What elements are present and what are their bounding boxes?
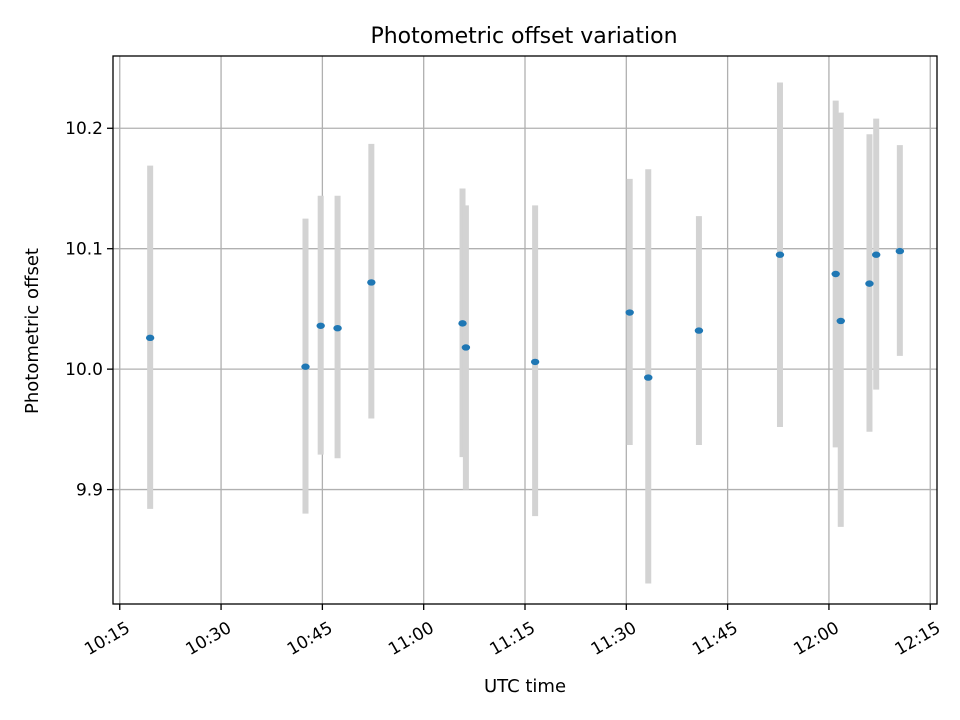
y-axis-label: Photometric offset <box>22 248 43 414</box>
x-tick-label: 10:30 <box>183 618 235 660</box>
data-point <box>530 358 540 366</box>
data-points <box>145 247 905 381</box>
x-tick-label: 11:30 <box>588 618 640 660</box>
data-point <box>333 324 342 332</box>
x-tick-label: 10:45 <box>284 618 336 660</box>
data-point <box>625 309 634 316</box>
x-axis-label: UTC time <box>484 676 566 697</box>
x-tick-label: 11:00 <box>385 618 437 660</box>
data-point <box>461 344 471 351</box>
data-point <box>367 279 376 286</box>
x-tick-label: 12:15 <box>892 618 944 660</box>
data-point <box>458 320 467 327</box>
y-tick-label: 9.9 <box>76 481 103 501</box>
data-point <box>775 251 785 258</box>
x-axis-ticks: 10:15 10:30 10:45 11:00 11:15 11:30 11:45 12:00… <box>81 604 944 660</box>
y-axis-ticks: 9.9 10.0 10.1 10.2 <box>65 119 113 501</box>
x-tick-label: 10:15 <box>81 618 133 660</box>
y-tick-label: 10.1 <box>65 240 103 260</box>
x-tick-label: 11:15 <box>486 618 538 660</box>
data-point <box>831 270 840 278</box>
data-point <box>836 317 845 325</box>
data-point <box>316 322 325 329</box>
data-point <box>872 251 881 258</box>
x-tick-label: 12:00 <box>790 618 842 660</box>
data-point <box>895 247 905 255</box>
data-point <box>301 363 310 370</box>
data-point <box>865 280 874 287</box>
data-point <box>644 374 653 381</box>
chart-title: Photometric offset variation <box>370 24 677 49</box>
data-point <box>694 327 704 334</box>
y-tick-label: 10.2 <box>65 119 103 139</box>
y-tick-label: 10.0 <box>65 360 103 380</box>
x-tick-label: 11:45 <box>689 618 741 660</box>
grid <box>113 56 937 604</box>
data-point <box>145 334 155 342</box>
